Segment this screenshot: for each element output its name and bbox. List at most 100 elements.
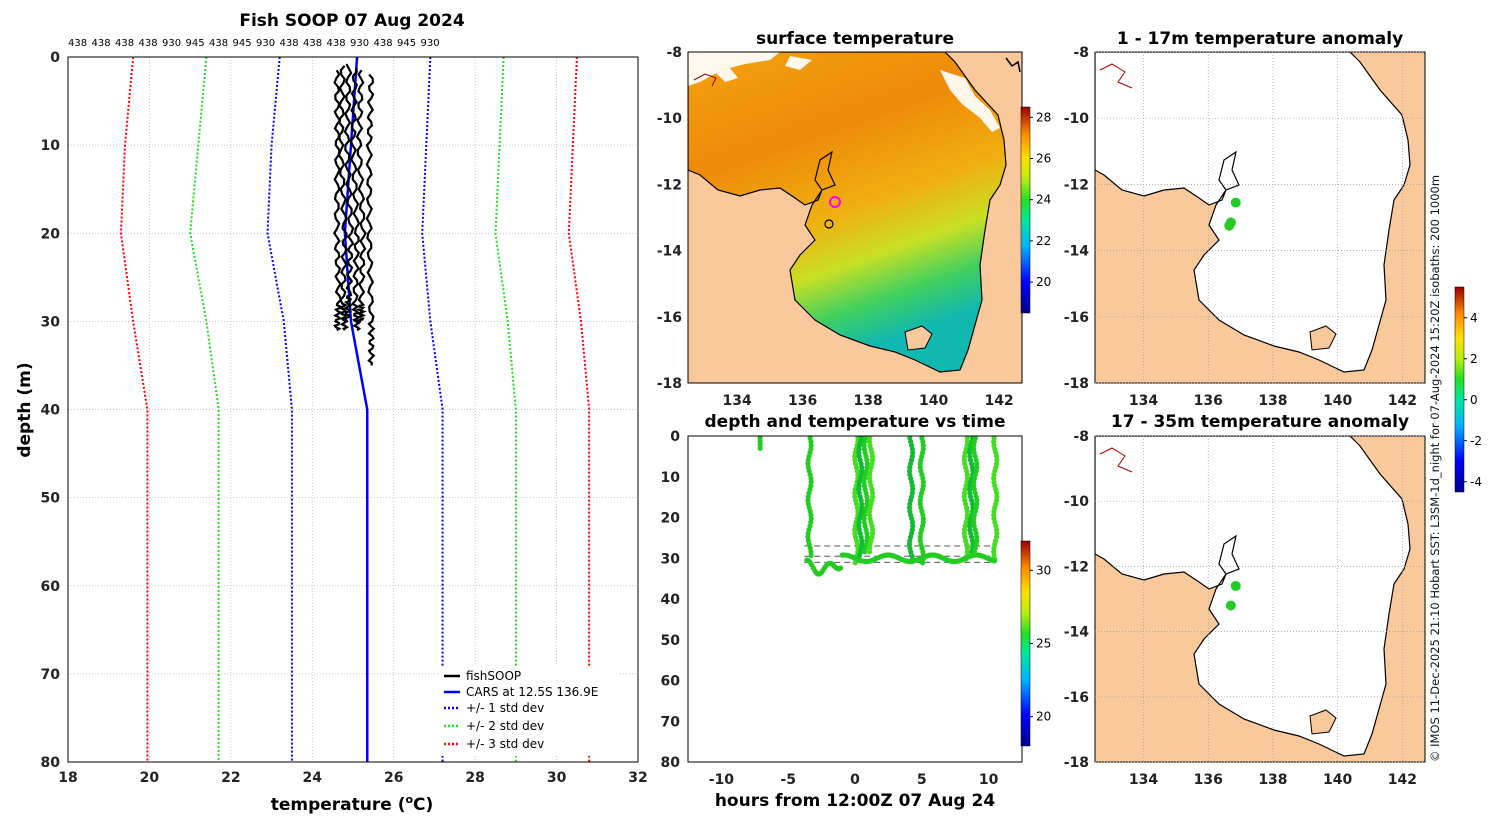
map-y-tick-label: -10 (1064, 494, 1090, 510)
y-tick-label: 0 (50, 50, 60, 66)
colorbar-tick-label: 25 (1036, 637, 1051, 651)
top-cast-label: 438 (327, 38, 346, 49)
sst-island-groote (904, 325, 933, 351)
dt-point (757, 445, 763, 451)
dt-point (808, 552, 814, 558)
dt-point (961, 453, 968, 459)
dt-point (974, 534, 980, 540)
map-x-tick-label: 134 (1129, 393, 1158, 409)
dt-point (866, 545, 873, 551)
dt-point (920, 442, 926, 448)
dt-x-tick-label: 10 (979, 772, 999, 788)
dt-y-tick-label: 60 (661, 674, 681, 690)
map-x-tick-label: 136 (1194, 772, 1223, 788)
colorbar-tick-label: 24 (1036, 193, 1051, 207)
sst-coast-north (1005, 57, 1021, 73)
dt-point (852, 490, 858, 496)
colorbar-tick-label: 28 (1036, 110, 1051, 124)
anomaly-colorbar (1454, 286, 1465, 493)
top-cast-label: 438 (303, 38, 322, 49)
top-cast-label: 438 (92, 38, 111, 49)
dt-point (864, 461, 870, 467)
dt-y-tick-label: 30 (661, 551, 681, 567)
colorbar-tick-label: 0 (1470, 393, 1478, 407)
anomaly-bottom-points (1225, 580, 1241, 611)
std-dev-line (567, 56, 591, 762)
colorbar-tick-label: 2 (1470, 352, 1478, 366)
anomaly-point (1225, 600, 1236, 611)
profile-top-labels: 438 438 438 438 930 945 438 945 930 438 438 438 930 4… (68, 38, 440, 49)
dt-point (856, 519, 862, 525)
dt-x-tick-label: -10 (709, 772, 735, 788)
sst-ticks: 134 136 138 140 142 -8 -10 -12 -14 -16 -18 (657, 45, 1014, 409)
dt-y-tick-label: 10 (661, 470, 681, 486)
sst-colorbar (1020, 106, 1031, 314)
dt-point (919, 560, 926, 566)
map-y-tick-label: -14 (657, 244, 683, 260)
colorbar-tick-label: 22 (1036, 234, 1051, 248)
top-cast-label: 930 (256, 38, 275, 49)
profile-axes-box (67, 56, 639, 763)
fishsoop-cast-line (355, 69, 367, 323)
dt-point (967, 450, 973, 456)
depth-time-points (757, 436, 1000, 577)
map-x-tick-label: 140 (1323, 772, 1352, 788)
anomaly-colorbar-ticks: 4 2 0 -2 -4 (1464, 311, 1482, 489)
dt-point (866, 549, 873, 555)
map-x-tick-label: 138 (1258, 393, 1287, 409)
dt-point (859, 464, 865, 470)
y-tick-label: 60 (41, 579, 61, 595)
top-cast-label: 930 (421, 38, 440, 49)
map-y-tick-label: -8 (1073, 45, 1089, 61)
dt-y-tick-label: 0 (670, 429, 680, 445)
x-tick-label: 30 (547, 770, 567, 786)
map-y-tick-label: -18 (657, 376, 682, 392)
anomaly-point (1230, 197, 1241, 208)
profile-title: Fish SOOP 07 Aug 2024 (239, 11, 465, 31)
dt-x-tick-label: -5 (780, 772, 796, 788)
std-dev-line (494, 56, 517, 762)
colorbar-tick-label: 20 (1036, 710, 1051, 724)
dt-point (852, 453, 858, 459)
dt-point (866, 472, 873, 478)
x-tick-label: 20 (140, 770, 160, 786)
dt-point (861, 549, 868, 555)
depth-time-colorbar-ticks: 30 25 20 (1030, 563, 1051, 724)
map-y-tick-label: -16 (1064, 310, 1089, 326)
dt-y-tick-label: 80 (661, 755, 681, 771)
profile-ticks: 18 20 22 24 26 28 30 32 0 10 20 30 40 50 60 70 80 (41, 50, 648, 786)
dt-point (866, 508, 873, 514)
dt-point (757, 441, 763, 448)
dt-point (855, 472, 861, 478)
depth-time-title: depth and temperature vs time (705, 412, 1006, 432)
anomaly-top-panel: 1 - 17m temperature anomaly 134 136 138 140… (1064, 29, 1426, 409)
anomaly-top-island (1309, 325, 1337, 351)
map-y-tick-label: -8 (1073, 429, 1089, 445)
colorbar-tick-label: 26 (1036, 152, 1051, 166)
depth-time-ticks: -10 -5 0 5 10 0 10 20 30 40 50 60 70 80 (661, 429, 999, 788)
y-tick-label: 80 (41, 755, 61, 771)
x-tick-label: 24 (303, 770, 323, 786)
depth-time-colorbar (1020, 540, 1031, 747)
anomaly-bottom-ticks: 134 136 138 140 142 -8 -10 -12 -14 -16 -18 (1064, 429, 1425, 788)
colorbar-tick-label: 20 (1036, 275, 1051, 289)
map-y-tick-label: -14 (1064, 244, 1090, 260)
anomaly-point (1224, 220, 1235, 231)
map-x-tick-label: 140 (1323, 393, 1352, 409)
dt-point (856, 446, 862, 452)
fishsoop-cast-line (337, 65, 350, 331)
map-x-tick-label: 134 (1129, 772, 1158, 788)
y-tick-label: 10 (41, 138, 61, 154)
top-cast-label: 945 (397, 38, 416, 49)
anomaly-top-ticks: 134 136 138 140 142 -8 -10 -12 -14 -16 -18 (1064, 45, 1425, 409)
dt-point (852, 527, 858, 533)
sst-colorbar-ticks: 28 26 24 22 20 (1030, 110, 1051, 289)
dt-point (917, 534, 923, 540)
anomaly-bottom-title: 17 - 35m temperature anomaly (1111, 412, 1409, 432)
colorbar-tick-label: 4 (1470, 311, 1478, 325)
top-cast-label: 945 (186, 38, 205, 49)
depth-time-panel: depth and temperature vs time -10 -5 0 5 10 0… (661, 412, 1052, 811)
map-x-tick-label: 140 (919, 393, 948, 409)
top-cast-label: 930 (350, 38, 369, 49)
